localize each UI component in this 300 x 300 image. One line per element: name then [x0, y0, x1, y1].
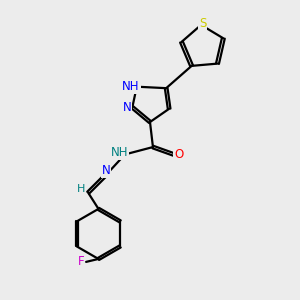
Text: H: H — [76, 184, 85, 194]
Text: N: N — [123, 101, 131, 114]
Text: S: S — [199, 17, 206, 30]
Text: N: N — [101, 164, 110, 177]
Text: O: O — [174, 148, 184, 161]
Text: NH: NH — [111, 146, 128, 159]
Text: NH: NH — [122, 80, 140, 93]
Text: F: F — [77, 255, 84, 268]
